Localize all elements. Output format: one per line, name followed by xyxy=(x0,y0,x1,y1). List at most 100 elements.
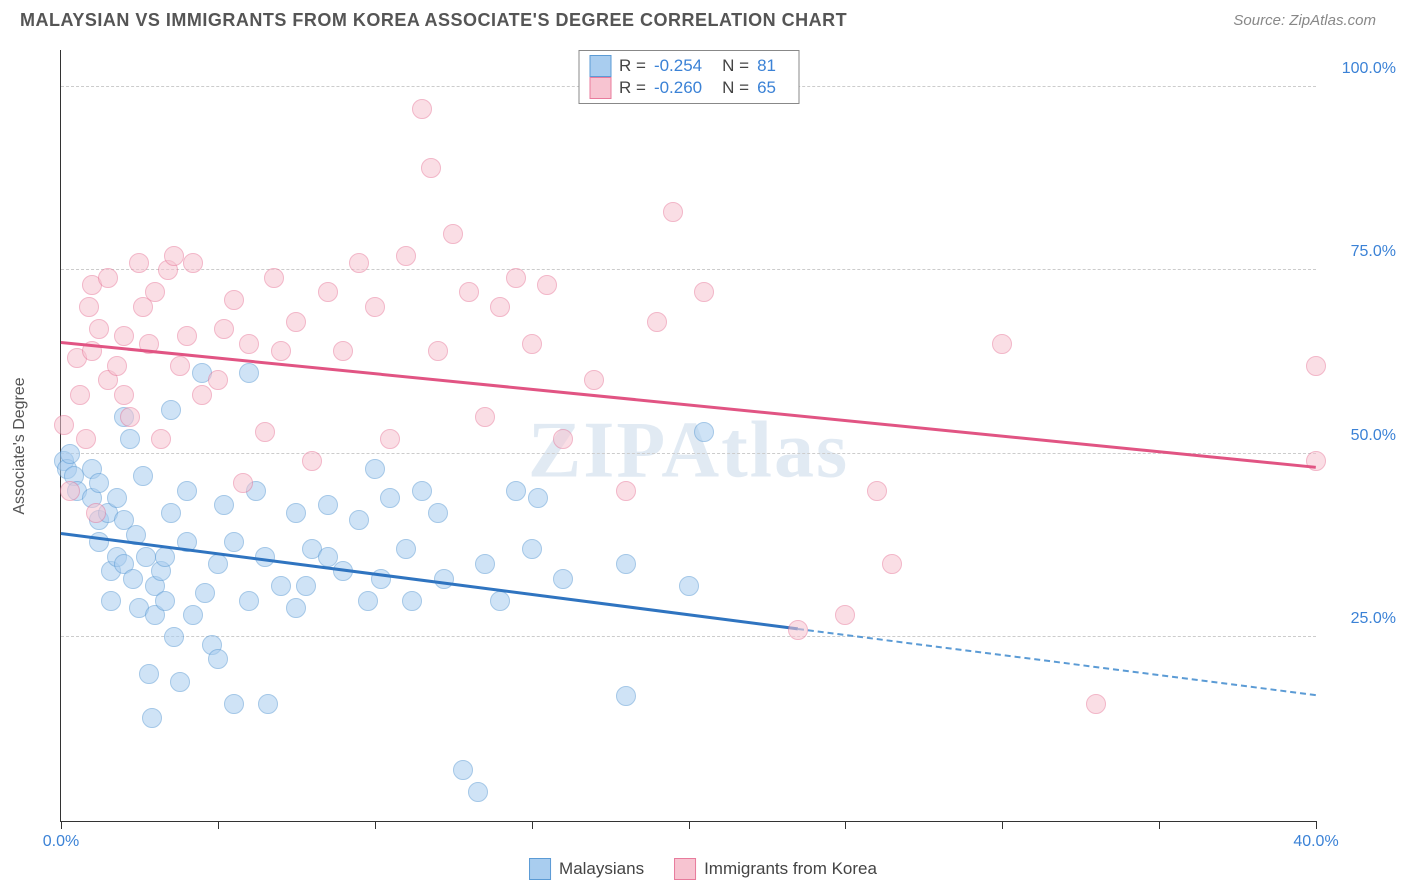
data-point xyxy=(459,282,479,302)
chart-title: MALAYSIAN VS IMMIGRANTS FROM KOREA ASSOC… xyxy=(20,10,847,31)
data-point xyxy=(264,268,284,288)
data-point xyxy=(239,591,259,611)
data-point xyxy=(271,576,291,596)
y-tick-label: 50.0% xyxy=(1326,427,1396,445)
y-tick-label: 100.0% xyxy=(1326,60,1396,78)
gridline xyxy=(61,269,1316,270)
data-point xyxy=(54,415,74,435)
data-point xyxy=(107,488,127,508)
data-point xyxy=(79,297,99,317)
x-tick xyxy=(1002,821,1003,829)
data-point xyxy=(89,319,109,339)
data-point xyxy=(584,370,604,390)
data-point xyxy=(224,694,244,714)
data-point xyxy=(195,583,215,603)
data-point xyxy=(616,686,636,706)
data-point xyxy=(396,246,416,266)
data-point xyxy=(380,429,400,449)
data-point xyxy=(694,422,714,442)
data-point xyxy=(170,672,190,692)
data-point xyxy=(114,326,134,346)
header: MALAYSIAN VS IMMIGRANTS FROM KOREA ASSOC… xyxy=(0,0,1406,36)
data-point xyxy=(553,429,573,449)
source-attribution: Source: ZipAtlas.com xyxy=(1233,12,1376,29)
x-tick xyxy=(532,821,533,829)
data-point xyxy=(164,246,184,266)
data-point xyxy=(224,290,244,310)
data-point xyxy=(522,539,542,559)
data-point xyxy=(208,649,228,669)
data-point xyxy=(302,451,322,471)
data-point xyxy=(208,370,228,390)
data-point xyxy=(155,547,175,567)
gridline xyxy=(61,453,1316,454)
data-point xyxy=(133,466,153,486)
data-point xyxy=(412,481,432,501)
data-point xyxy=(434,569,454,589)
n-value-1: 81 xyxy=(757,56,776,76)
data-point xyxy=(318,547,338,567)
data-point xyxy=(1306,356,1326,376)
data-point xyxy=(453,760,473,780)
data-point xyxy=(233,473,253,493)
x-tick xyxy=(218,821,219,829)
data-point xyxy=(183,253,203,273)
data-point xyxy=(155,591,175,611)
data-point xyxy=(76,429,96,449)
data-point xyxy=(468,782,488,802)
data-point xyxy=(151,429,171,449)
data-point xyxy=(161,503,181,523)
y-axis-label: Associate's Degree xyxy=(11,377,29,514)
data-point xyxy=(528,488,548,508)
data-point xyxy=(142,708,162,728)
data-point xyxy=(286,598,306,618)
legend-swatch-malaysians xyxy=(529,858,551,880)
data-point xyxy=(98,268,118,288)
data-point xyxy=(286,503,306,523)
data-point xyxy=(258,694,278,714)
data-point xyxy=(349,253,369,273)
y-tick-label: 25.0% xyxy=(1326,610,1396,628)
data-point xyxy=(177,481,197,501)
data-point xyxy=(145,282,165,302)
legend-row-2: R = -0.260 N = 65 xyxy=(589,77,788,99)
data-point xyxy=(271,341,291,361)
data-point xyxy=(616,481,636,501)
series-legend: Malaysians Immigrants from Korea xyxy=(529,858,877,880)
data-point xyxy=(89,473,109,493)
data-point xyxy=(114,385,134,405)
data-point xyxy=(788,620,808,640)
data-point xyxy=(107,356,127,376)
data-point xyxy=(365,297,385,317)
data-point xyxy=(177,326,197,346)
data-point xyxy=(208,554,228,574)
data-point xyxy=(60,444,80,464)
data-point xyxy=(192,385,212,405)
data-point xyxy=(139,664,159,684)
data-point xyxy=(286,312,306,332)
data-point xyxy=(318,495,338,515)
legend-label-korea: Immigrants from Korea xyxy=(704,859,877,879)
data-point xyxy=(490,591,510,611)
data-point xyxy=(214,495,234,515)
x-tick xyxy=(1159,821,1160,829)
data-point xyxy=(412,99,432,119)
x-tick xyxy=(845,821,846,829)
data-point xyxy=(164,627,184,647)
data-point xyxy=(647,312,667,332)
x-tick xyxy=(375,821,376,829)
data-point xyxy=(349,510,369,530)
data-point xyxy=(443,224,463,244)
data-point xyxy=(358,591,378,611)
data-point xyxy=(882,554,902,574)
gridline xyxy=(61,636,1316,637)
data-point xyxy=(992,334,1012,354)
data-point xyxy=(296,576,316,596)
y-tick-label: 75.0% xyxy=(1326,243,1396,261)
legend-item-korea: Immigrants from Korea xyxy=(674,858,877,880)
legend-item-malaysians: Malaysians xyxy=(529,858,644,880)
legend-swatch-korea xyxy=(674,858,696,880)
x-tick-label: 40.0% xyxy=(1293,833,1338,851)
data-point xyxy=(402,591,422,611)
n-value-2: 65 xyxy=(757,78,776,98)
